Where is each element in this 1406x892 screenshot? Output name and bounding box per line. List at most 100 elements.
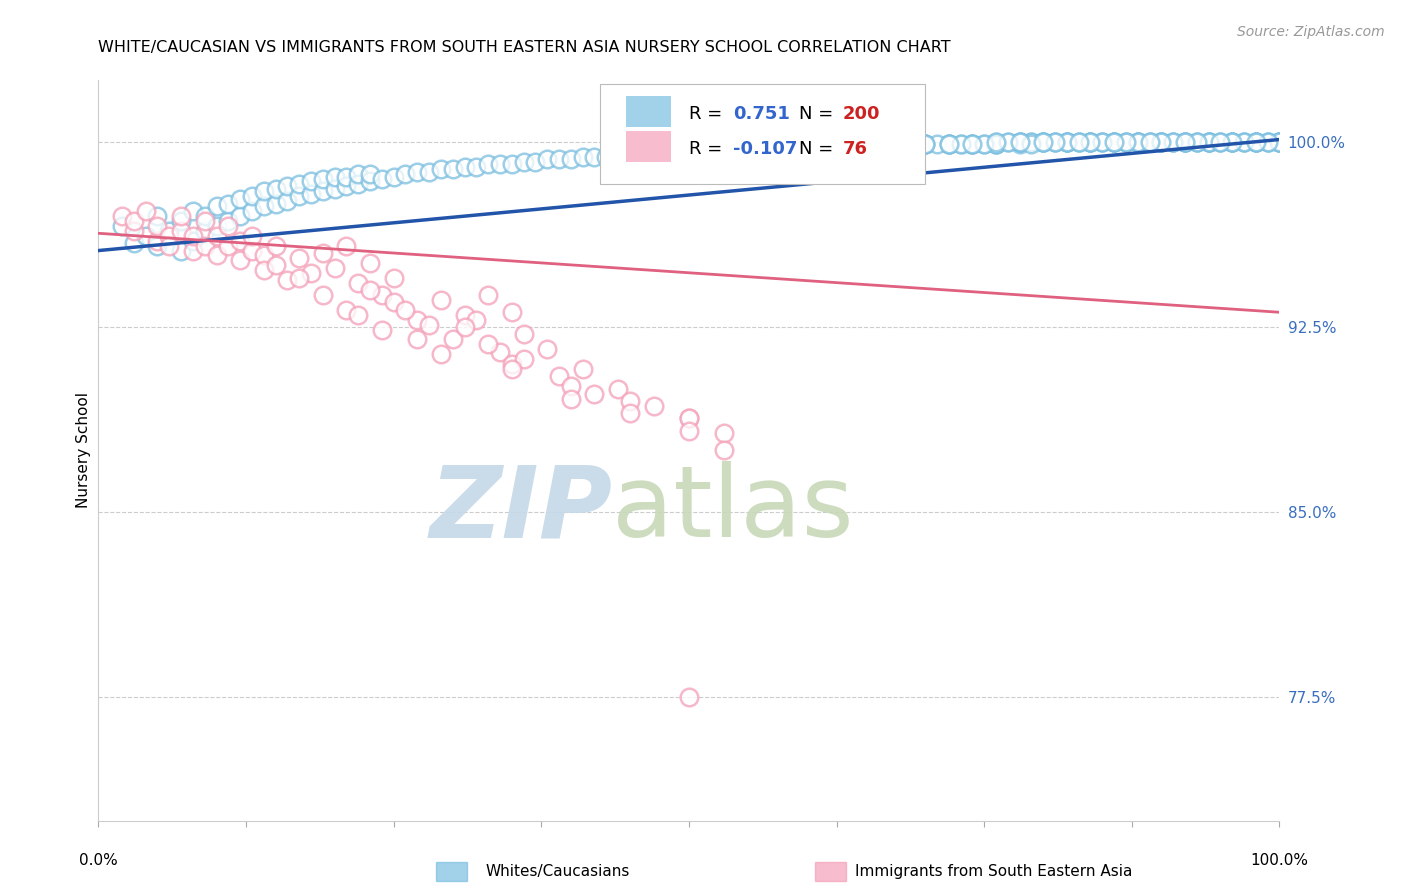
Point <box>240 204 263 219</box>
Point <box>512 154 534 169</box>
Point <box>264 238 287 252</box>
Point <box>205 248 228 262</box>
Point <box>1115 135 1137 149</box>
Point <box>181 244 204 258</box>
Point <box>430 293 453 307</box>
Point <box>276 194 298 209</box>
Point <box>866 137 889 152</box>
Point <box>1102 135 1125 149</box>
Point <box>820 140 842 154</box>
Point <box>288 270 311 285</box>
Point <box>1043 135 1066 149</box>
Point <box>1268 135 1291 149</box>
Point <box>170 224 193 238</box>
Point <box>997 135 1019 149</box>
Point <box>938 137 960 152</box>
Point <box>1056 135 1078 149</box>
Point <box>914 137 936 152</box>
Point <box>406 332 429 346</box>
Point <box>524 154 547 169</box>
Point <box>382 270 405 285</box>
Point <box>938 137 960 152</box>
Point <box>229 253 252 268</box>
Point <box>890 140 912 154</box>
Point <box>1150 135 1173 149</box>
Point <box>253 184 276 198</box>
Point <box>914 137 936 152</box>
Point <box>1056 135 1078 149</box>
Point <box>453 308 475 322</box>
Point <box>430 347 453 361</box>
Point <box>1102 135 1125 149</box>
Point <box>394 302 416 317</box>
Text: WHITE/CAUCASIAN VS IMMIGRANTS FROM SOUTH EASTERN ASIA NURSERY SCHOOL CORRELATION: WHITE/CAUCASIAN VS IMMIGRANTS FROM SOUTH… <box>98 40 950 55</box>
Point <box>973 137 995 152</box>
Point <box>501 362 523 376</box>
Point <box>477 337 499 351</box>
Point <box>1209 135 1232 149</box>
Point <box>607 147 630 161</box>
Point <box>194 214 217 228</box>
Point <box>465 160 488 174</box>
Point <box>1091 135 1114 149</box>
Text: atlas: atlas <box>612 461 853 558</box>
Point <box>713 443 735 458</box>
Point <box>1080 135 1102 149</box>
Point <box>264 196 287 211</box>
Point <box>253 199 276 213</box>
Point <box>949 137 972 152</box>
Point <box>962 137 984 152</box>
Point <box>1198 135 1220 149</box>
Point <box>229 209 252 223</box>
Point <box>1067 135 1090 149</box>
Point <box>359 174 381 188</box>
Text: ZIP: ZIP <box>429 461 612 558</box>
Point <box>1174 135 1197 149</box>
Point <box>1056 135 1078 149</box>
Point <box>1102 135 1125 149</box>
Text: 0.0%: 0.0% <box>79 854 118 868</box>
Point <box>1268 135 1291 149</box>
Point <box>548 369 571 384</box>
Point <box>595 150 617 164</box>
Point <box>678 411 700 425</box>
Point <box>181 228 204 243</box>
Point <box>371 172 394 186</box>
Point <box>1008 135 1031 149</box>
Point <box>1220 135 1243 149</box>
Text: 200: 200 <box>842 104 880 122</box>
Point <box>855 140 877 154</box>
Point <box>984 135 1007 149</box>
Point <box>1080 135 1102 149</box>
Point <box>253 263 276 277</box>
Point <box>1150 135 1173 149</box>
Point <box>962 137 984 152</box>
Point <box>359 167 381 181</box>
Point <box>1021 137 1043 152</box>
Point <box>217 238 239 252</box>
Text: 100.0%: 100.0% <box>1250 854 1309 868</box>
Point <box>205 228 228 243</box>
Text: Immigrants from South Eastern Asia: Immigrants from South Eastern Asia <box>855 864 1132 879</box>
Point <box>264 182 287 196</box>
Point <box>477 157 499 171</box>
Point <box>1126 135 1149 149</box>
Point <box>512 327 534 342</box>
Point <box>1209 135 1232 149</box>
Point <box>725 142 748 156</box>
Point <box>1174 135 1197 149</box>
Point <box>713 426 735 441</box>
Point <box>1032 135 1054 149</box>
Point <box>844 140 866 154</box>
Point <box>299 186 322 201</box>
Point <box>111 219 134 233</box>
Point <box>253 248 276 262</box>
Point <box>1174 135 1197 149</box>
Point <box>418 318 440 332</box>
Point <box>914 137 936 152</box>
Point <box>335 238 357 252</box>
Point <box>217 196 239 211</box>
Point <box>925 137 948 152</box>
Point <box>465 312 488 326</box>
Point <box>1126 135 1149 149</box>
